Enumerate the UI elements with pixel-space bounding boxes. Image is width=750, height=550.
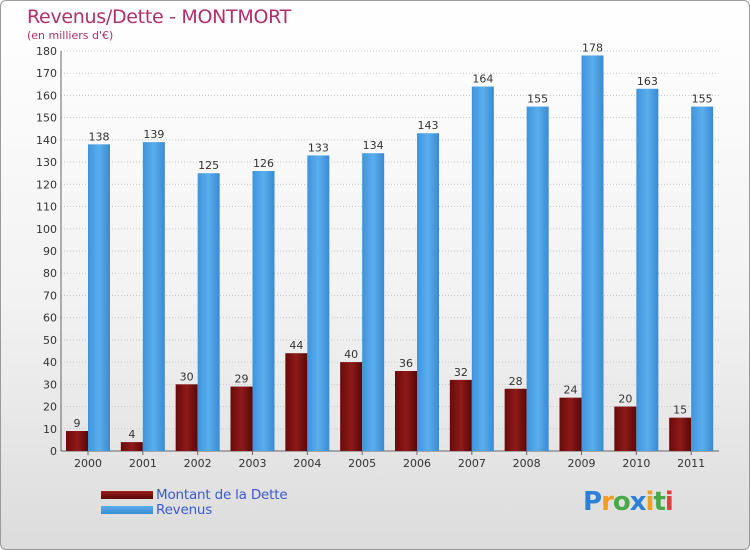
bar-revenus <box>417 133 439 451</box>
chart-title: Revenus/Dette - MONTMORT <box>27 6 291 28</box>
bar-dette <box>120 442 143 451</box>
value-label-dette: 44 <box>289 339 303 352</box>
legend-item-dette: Montant de la Dette <box>101 486 288 503</box>
y-tick-label: 140 <box>36 134 57 147</box>
value-label-revenus: 139 <box>143 128 164 141</box>
logo-letter: i <box>645 487 655 517</box>
value-label-revenus: 155 <box>527 93 548 106</box>
logo-letter: x <box>629 487 647 517</box>
legend-item-revenus: Revenus <box>101 501 287 518</box>
bar-dette <box>449 379 472 451</box>
y-tick-label: 120 <box>36 178 57 191</box>
value-label-revenus: 133 <box>308 141 329 154</box>
bar-revenus <box>471 86 494 452</box>
x-tick-label: 2003 <box>239 457 267 470</box>
value-label-dette: 24 <box>564 384 578 397</box>
bar-revenus <box>88 144 110 452</box>
value-label-dette: 29 <box>235 373 249 386</box>
bar-revenus <box>526 106 549 452</box>
proxiti-logo: Proxiti <box>583 487 674 517</box>
bar-revenus <box>691 106 714 452</box>
y-tick-label: 150 <box>36 112 57 125</box>
legend-label-revenus: Revenus <box>156 501 213 518</box>
bar-dette <box>230 386 253 451</box>
value-label-dette: 30 <box>180 370 194 383</box>
logo-letter: r <box>601 487 614 517</box>
x-tick-label: 2007 <box>458 457 486 470</box>
bar-dette <box>395 371 417 451</box>
value-label-dette: 28 <box>509 375 523 388</box>
value-label-revenus: 155 <box>692 93 713 106</box>
value-label-dette: 36 <box>399 357 413 370</box>
bar-dette <box>559 397 582 451</box>
y-tick-label: 180 <box>36 45 57 58</box>
bar-dette <box>175 384 198 451</box>
bar-revenus <box>581 55 604 451</box>
value-label-dette: 32 <box>454 366 468 379</box>
value-label-revenus: 164 <box>472 73 493 86</box>
y-tick-label: 0 <box>50 445 57 458</box>
x-tick-label: 2000 <box>74 457 102 470</box>
bar-revenus <box>142 142 165 451</box>
bar-revenus <box>307 155 330 451</box>
x-tick-label: 2006 <box>403 457 431 470</box>
y-tick-label: 100 <box>36 223 57 236</box>
value-label-revenus: 178 <box>582 41 603 54</box>
y-tick-label: 70 <box>43 289 57 302</box>
x-tick-label: 2004 <box>293 457 321 470</box>
value-label-dette: 40 <box>344 348 358 361</box>
y-tick-label: 130 <box>36 156 57 169</box>
value-label-dette: 9 <box>74 417 81 430</box>
y-tick-label: 170 <box>36 67 57 80</box>
y-tick-label: 90 <box>43 245 57 258</box>
bar-dette <box>285 353 308 451</box>
x-tick-label: 2011 <box>677 457 705 470</box>
x-tick-label: 2010 <box>622 457 650 470</box>
x-tick-label: 2009 <box>568 457 596 470</box>
value-label-revenus: 126 <box>253 157 274 170</box>
chart-legend: Montant de la Dette Revenus <box>101 486 288 518</box>
logo-letter: t <box>653 487 665 517</box>
value-label-revenus: 163 <box>637 75 658 88</box>
y-tick-label: 40 <box>43 356 57 369</box>
y-tick-label: 30 <box>43 378 57 391</box>
value-label-dette: 20 <box>618 393 632 406</box>
value-label-dette: 15 <box>673 404 687 417</box>
y-tick-label: 20 <box>43 401 57 414</box>
bar-dette <box>66 431 88 451</box>
bar-dette <box>614 406 637 451</box>
bar-dette <box>504 388 527 451</box>
x-tick-label: 2005 <box>348 457 376 470</box>
bar-dette <box>340 362 363 451</box>
x-tick-label: 2001 <box>129 457 157 470</box>
y-tick-label: 10 <box>43 423 57 436</box>
bar-dette <box>669 417 692 451</box>
y-tick-label: 80 <box>43 267 57 280</box>
bar-revenus <box>362 153 385 451</box>
logo-letter: i <box>664 487 674 517</box>
legend-swatch-dette <box>101 490 153 499</box>
bar-revenus <box>197 173 220 451</box>
chart-subtitle: (en milliers d'€) <box>27 29 114 42</box>
value-label-dette: 4 <box>128 428 135 441</box>
x-tick-label: 2002 <box>184 457 212 470</box>
y-tick-label: 110 <box>36 201 57 214</box>
value-label-revenus: 134 <box>363 139 384 152</box>
bar-revenus <box>252 171 275 451</box>
value-label-revenus: 143 <box>418 119 439 132</box>
y-tick-label: 160 <box>36 89 57 102</box>
y-tick-label: 50 <box>43 334 57 347</box>
logo-letter: o <box>612 487 631 517</box>
bar-revenus <box>636 88 659 452</box>
y-tick-label: 60 <box>43 312 57 325</box>
x-tick-label: 2008 <box>513 457 541 470</box>
legend-swatch-revenus <box>101 505 153 514</box>
legend-label-dette: Montant de la Dette <box>156 486 288 503</box>
value-label-revenus: 125 <box>198 159 219 172</box>
logo-letter: P <box>583 487 602 517</box>
value-label-revenus: 138 <box>89 130 110 143</box>
